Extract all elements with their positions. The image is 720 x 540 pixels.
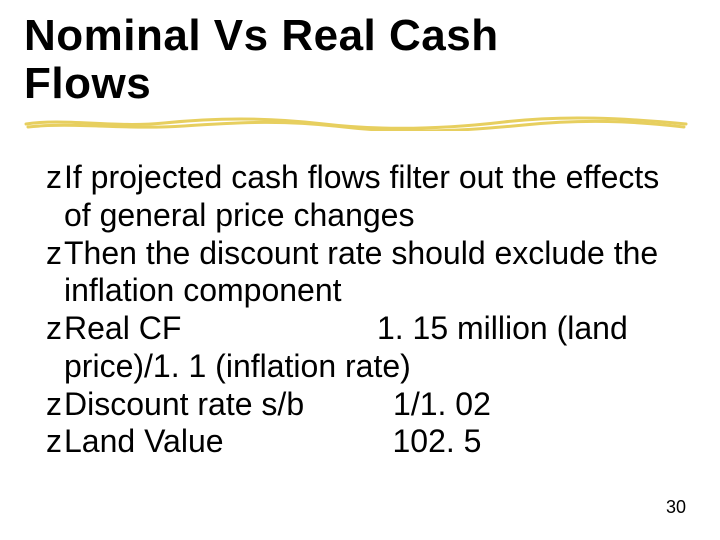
- page-number: 30: [666, 497, 686, 518]
- bullet-list: z If projected cash flows filter out the…: [24, 159, 696, 461]
- list-item: z Land Value 102. 5: [46, 423, 684, 461]
- list-item: z If projected cash flows filter out the…: [46, 159, 684, 235]
- bullet-marker-icon: z: [46, 423, 62, 461]
- bullet-text: Real CF 1. 15 million (land price)/1. 1 …: [64, 310, 684, 386]
- scribble-underline-icon: [24, 115, 688, 131]
- bullet-marker-icon: z: [46, 235, 62, 273]
- title-underline: [24, 115, 696, 131]
- bullet-text: If projected cash flows filter out the e…: [64, 159, 684, 235]
- bullet-marker-icon: z: [46, 159, 62, 197]
- bullet-text: Then the discount rate should exclude th…: [64, 235, 684, 311]
- list-item: z Discount rate s/b 1/1. 02: [46, 386, 684, 424]
- bullet-text: Land Value 102. 5: [64, 423, 481, 461]
- title-line-2: Flows: [24, 59, 151, 108]
- slide-title: Nominal Vs Real Cash Flows: [24, 12, 696, 107]
- list-item: z Then the discount rate should exclude …: [46, 235, 684, 311]
- slide: Nominal Vs Real Cash Flows z If projecte…: [0, 0, 720, 540]
- bullet-text: Discount rate s/b 1/1. 02: [64, 386, 491, 424]
- bullet-marker-icon: z: [46, 386, 62, 424]
- list-item: z Real CF 1. 15 million (land price)/1. …: [46, 310, 684, 386]
- bullet-marker-icon: z: [46, 310, 62, 348]
- title-line-1: Nominal Vs Real Cash: [24, 11, 499, 60]
